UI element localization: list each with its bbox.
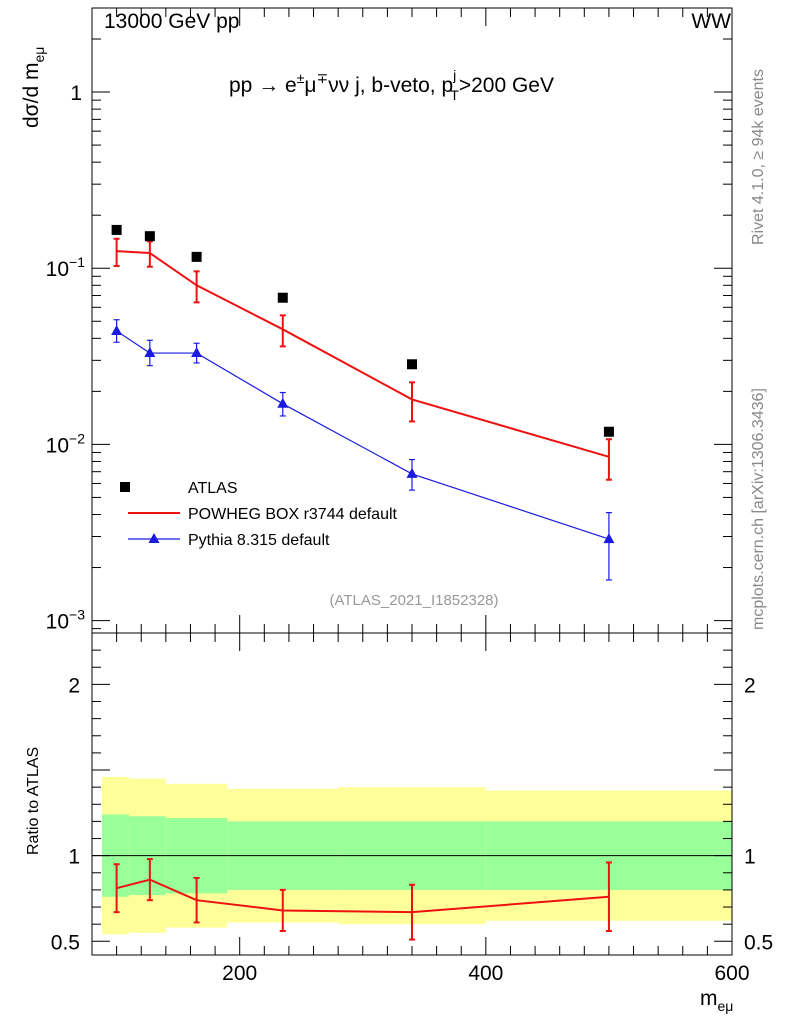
data-point: [111, 224, 122, 235]
ratio-tick-label: 2: [68, 674, 80, 697]
series-line: [116, 250, 610, 458]
data-point: [144, 231, 155, 242]
legend-marker-pythia: [148, 533, 160, 543]
data-point: [277, 292, 288, 303]
data-point: [406, 467, 418, 478]
ratio-tick-label-right: 0.5: [744, 931, 773, 954]
legend-marker-atlas: [120, 482, 130, 492]
data-point: [603, 533, 615, 544]
y-tick-label: 10−1: [46, 254, 86, 281]
legend-label-powheg: POWHEG BOX r3744 default: [188, 506, 398, 523]
header-left: 13000 GeV pp: [104, 10, 239, 33]
data-point: [407, 359, 417, 370]
plot-title: pp → e±μ∓νν j, b-veto, pj T>200 GeV: [229, 67, 554, 103]
x-axis-label: meμ: [700, 987, 733, 1014]
y-axis-label: dσ/d meμ: [20, 47, 47, 128]
data-point: [191, 251, 202, 262]
series-line: [116, 330, 610, 540]
x-tick-label: 400: [468, 962, 503, 985]
ratio-tick-label: 1: [68, 846, 80, 869]
rivet-version-text: Rivet 4.1.0, ≥ 94k events: [750, 69, 767, 245]
x-tick-label: 600: [714, 962, 749, 985]
legend-label-pythia: Pythia 8.315 default: [188, 532, 330, 549]
ratio-tick-label-right: 2: [744, 674, 756, 697]
data-point: [277, 397, 289, 408]
data-point: [191, 347, 203, 358]
ratio-tick-label-right: 1: [744, 846, 756, 869]
ratio-tick-label: 0.5: [51, 931, 80, 954]
ratio-y-axis-label: Ratio to ATLAS: [25, 747, 42, 855]
header-right: WW: [691, 10, 731, 33]
ratio-plot-frame: [91, 632, 733, 956]
data-point: [144, 347, 156, 358]
data-point: [111, 325, 123, 336]
y-tick-label: 1: [70, 82, 82, 105]
y-tick-label: 10−2: [46, 430, 86, 457]
data-point: [603, 426, 614, 437]
y-tick-label: 10−3: [46, 607, 86, 634]
legend-label-atlas: ATLAS: [188, 480, 238, 497]
x-tick-label: 200: [222, 962, 257, 985]
ratio-series-line: [116, 878, 610, 914]
analysis-id: (ATLAS_2021_I1852328): [329, 592, 498, 609]
mcplots-reference-text: mcplots.cern.ch [arXiv:1306.3436]: [750, 388, 767, 630]
